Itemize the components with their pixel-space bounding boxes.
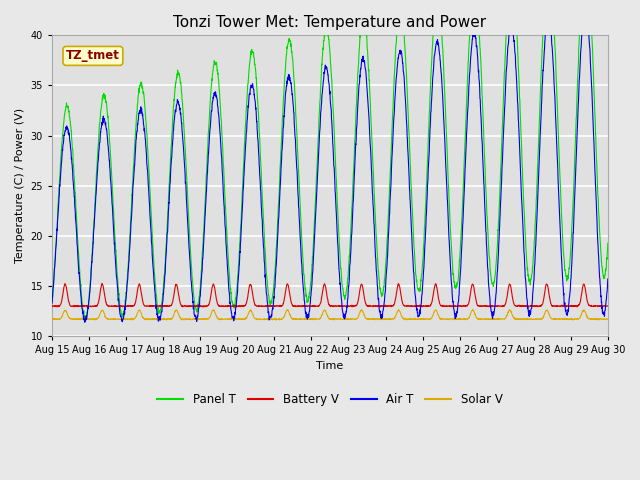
Title: Tonzi Tower Met: Temperature and Power: Tonzi Tower Met: Temperature and Power: [173, 15, 486, 30]
Text: TZ_tmet: TZ_tmet: [66, 49, 120, 62]
Legend: Panel T, Battery V, Air T, Solar V: Panel T, Battery V, Air T, Solar V: [153, 389, 508, 411]
Y-axis label: Temperature (C) / Power (V): Temperature (C) / Power (V): [15, 108, 25, 264]
X-axis label: Time: Time: [316, 361, 344, 371]
